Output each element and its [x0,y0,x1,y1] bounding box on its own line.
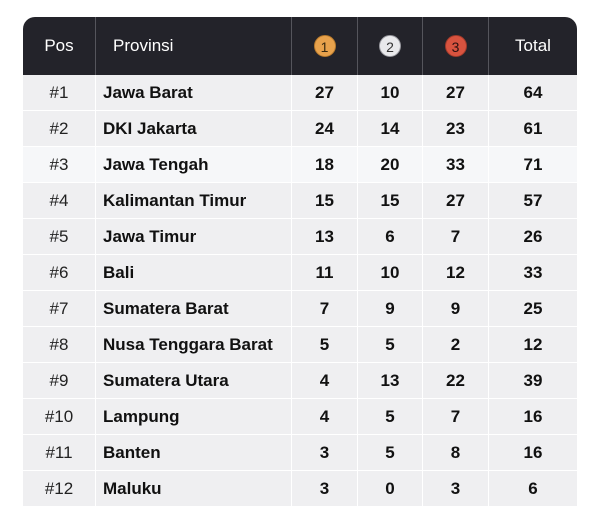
table-row[interactable]: #6 Bali 11 10 12 33 [23,255,577,291]
gold-cell: 3 [292,471,358,507]
gold-cell: 15 [292,183,358,219]
table-row[interactable]: #4 Kalimantan Timur 15 15 27 57 [23,183,577,219]
gold-cell: 13 [292,219,358,255]
header-province[interactable]: Provinsi [96,17,292,75]
pos-cell: #11 [23,435,96,471]
province-cell: Banten [96,435,292,471]
silver-cell: 5 [358,327,423,363]
gold-cell: 24 [292,111,358,147]
silver-cell: 15 [358,183,423,219]
table-row[interactable]: #11 Banten 3 5 8 16 [23,435,577,471]
table-row[interactable]: #8 Nusa Tenggara Barat 5 5 2 12 [23,327,577,363]
total-cell: 6 [489,471,577,507]
bronze-cell: 8 [423,435,489,471]
pos-cell: #3 [23,147,96,183]
silver-cell: 20 [358,147,423,183]
silver-cell: 5 [358,399,423,435]
pos-cell: #8 [23,327,96,363]
bronze-cell: 7 [423,219,489,255]
pos-cell: #9 [23,363,96,399]
pos-cell: #6 [23,255,96,291]
gold-cell: 7 [292,291,358,327]
gold-medal-icon: 1 [313,35,336,57]
province-cell: Lampung [96,399,292,435]
gold-cell: 18 [292,147,358,183]
gold-cell: 4 [292,399,358,435]
medal-table: Pos Provinsi 1 2 3 Total #1 Jawa Barat 2… [23,17,577,507]
province-cell: Sumatera Barat [96,291,292,327]
silver-medal-icon: 2 [379,35,401,57]
table-row[interactable]: #12 Maluku 3 0 3 6 [23,471,577,507]
silver-cell: 0 [358,471,423,507]
table-header-row: Pos Provinsi 1 2 3 Total [23,17,577,75]
table-row[interactable]: #2 DKI Jakarta 24 14 23 61 [23,111,577,147]
total-cell: 26 [489,219,577,255]
medal-standings: Pos Provinsi 1 2 3 Total #1 Jawa Barat 2… [23,17,577,507]
pos-cell: #5 [23,219,96,255]
bronze-cell: 22 [423,363,489,399]
pos-cell: #10 [23,399,96,435]
province-cell: DKI Jakarta [96,111,292,147]
total-cell: 61 [489,111,577,147]
pos-cell: #12 [23,471,96,507]
header-pos[interactable]: Pos [23,17,96,75]
silver-cell: 5 [358,435,423,471]
table-row[interactable]: #9 Sumatera Utara 4 13 22 39 [23,363,577,399]
province-cell: Sumatera Utara [96,363,292,399]
table-row[interactable]: #10 Lampung 4 5 7 16 [23,399,577,435]
bronze-cell: 7 [423,399,489,435]
province-cell: Nusa Tenggara Barat [96,327,292,363]
total-cell: 16 [489,399,577,435]
silver-cell: 13 [358,363,423,399]
silver-cell: 6 [358,219,423,255]
header-silver[interactable]: 2 [358,17,423,75]
table-row[interactable]: #3 Jawa Tengah 18 20 33 71 [23,147,577,183]
gold-cell: 5 [292,327,358,363]
total-cell: 33 [489,255,577,291]
total-cell: 71 [489,147,577,183]
table-row[interactable]: #1 Jawa Barat 27 10 27 64 [23,75,577,111]
province-cell: Kalimantan Timur [96,183,292,219]
province-cell: Bali [96,255,292,291]
gold-cell: 11 [292,255,358,291]
total-cell: 12 [489,327,577,363]
province-cell: Maluku [96,471,292,507]
bronze-cell: 9 [423,291,489,327]
header-total[interactable]: Total [489,17,577,75]
gold-cell: 3 [292,435,358,471]
total-cell: 39 [489,363,577,399]
silver-cell: 10 [358,255,423,291]
silver-cell: 9 [358,291,423,327]
table-row[interactable]: #5 Jawa Timur 13 6 7 26 [23,219,577,255]
silver-cell: 14 [358,111,423,147]
bronze-medal-icon: 3 [444,35,467,57]
pos-cell: #1 [23,75,96,111]
bronze-cell: 3 [423,471,489,507]
header-gold[interactable]: 1 [292,17,358,75]
bronze-cell: 2 [423,327,489,363]
province-cell: Jawa Barat [96,75,292,111]
bronze-cell: 23 [423,111,489,147]
total-cell: 64 [489,75,577,111]
header-bronze[interactable]: 3 [423,17,489,75]
bronze-cell: 33 [423,147,489,183]
total-cell: 57 [489,183,577,219]
total-cell: 16 [489,435,577,471]
table-row[interactable]: #7 Sumatera Barat 7 9 9 25 [23,291,577,327]
pos-cell: #4 [23,183,96,219]
bronze-cell: 27 [423,183,489,219]
pos-cell: #2 [23,111,96,147]
gold-cell: 27 [292,75,358,111]
silver-cell: 10 [358,75,423,111]
bronze-cell: 12 [423,255,489,291]
total-cell: 25 [489,291,577,327]
province-cell: Jawa Timur [96,219,292,255]
bronze-cell: 27 [423,75,489,111]
gold-cell: 4 [292,363,358,399]
pos-cell: #7 [23,291,96,327]
province-cell: Jawa Tengah [96,147,292,183]
